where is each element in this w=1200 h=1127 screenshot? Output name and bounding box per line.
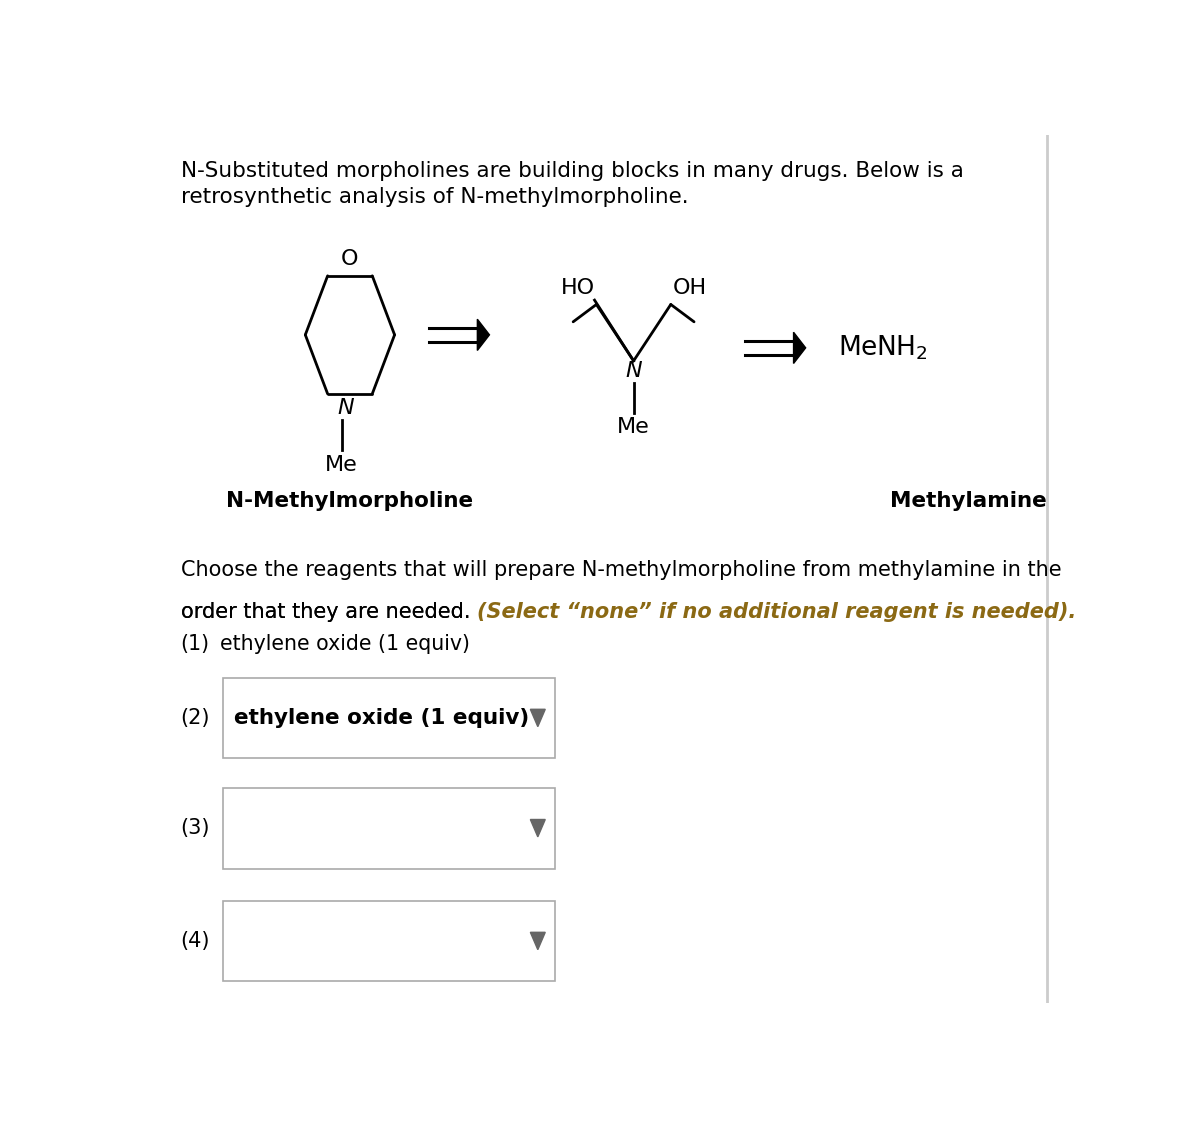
Text: Choose the reagents that will prepare N-methylmorpholine from methylamine in the: Choose the reagents that will prepare N-… (181, 560, 1061, 580)
Polygon shape (530, 819, 545, 837)
Text: N: N (625, 361, 642, 381)
Text: (1): (1) (181, 635, 210, 654)
Text: (3): (3) (181, 818, 210, 838)
Text: Methylamine: Methylamine (890, 491, 1046, 511)
Polygon shape (530, 709, 545, 727)
Bar (222, 677, 554, 758)
Text: Me: Me (617, 417, 650, 437)
Text: (Select “none” if no additional reagent is needed).: (Select “none” if no additional reagent … (476, 602, 1076, 622)
Text: MeNH$_2$: MeNH$_2$ (838, 334, 928, 362)
Bar (222, 788, 554, 869)
Polygon shape (793, 332, 805, 364)
Text: HO: HO (560, 277, 594, 298)
Bar (222, 900, 554, 982)
Text: (4): (4) (181, 931, 210, 951)
Text: N-Methylmorpholine: N-Methylmorpholine (227, 491, 474, 511)
Text: (2): (2) (181, 708, 210, 728)
Text: ethylene oxide (1 equiv): ethylene oxide (1 equiv) (234, 708, 529, 728)
Text: OH: OH (673, 277, 707, 298)
Text: Me: Me (325, 454, 358, 474)
Text: order that they are needed.: order that they are needed. (181, 602, 476, 622)
Text: O: O (341, 249, 359, 269)
Text: retrosynthetic analysis of N-methylmorpholine.: retrosynthetic analysis of N-methylmorph… (181, 187, 689, 207)
Text: N-Substituted morpholines are building blocks in many drugs. Below is a: N-Substituted morpholines are building b… (181, 161, 964, 181)
Text: N: N (337, 398, 354, 418)
Polygon shape (478, 319, 490, 350)
Text: ethylene oxide (1 equiv): ethylene oxide (1 equiv) (220, 635, 469, 654)
Text: order that they are needed.: order that they are needed. (181, 602, 476, 622)
Polygon shape (530, 932, 545, 950)
